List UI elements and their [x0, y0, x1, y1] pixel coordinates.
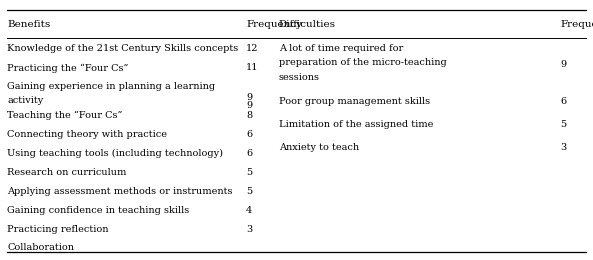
- Text: 5: 5: [560, 120, 566, 129]
- Text: sessions: sessions: [279, 73, 320, 82]
- Text: Knowledge of the 21st Century Skills concepts: Knowledge of the 21st Century Skills con…: [7, 44, 238, 53]
- Text: Benefits: Benefits: [7, 20, 50, 29]
- Text: Difficulties: Difficulties: [279, 20, 336, 29]
- Text: Gaining confidence in teaching skills: Gaining confidence in teaching skills: [7, 205, 189, 214]
- Text: Frequency: Frequency: [246, 20, 302, 29]
- Text: Teaching the “Four Cs”: Teaching the “Four Cs”: [7, 110, 123, 120]
- Text: 11: 11: [246, 63, 259, 72]
- Text: preparation of the micro-teaching: preparation of the micro-teaching: [279, 58, 447, 67]
- Text: 5: 5: [246, 167, 252, 177]
- Text: Limitation of the assigned time: Limitation of the assigned time: [279, 120, 433, 129]
- Text: 9: 9: [246, 93, 252, 102]
- Text: 12: 12: [246, 44, 259, 53]
- Text: Practicing reflection: Practicing reflection: [7, 224, 109, 233]
- Text: Using teaching tools (including technology): Using teaching tools (including technolo…: [7, 148, 223, 158]
- Text: 3: 3: [246, 224, 253, 233]
- Text: A lot of time required for: A lot of time required for: [279, 44, 403, 53]
- Text: 3: 3: [560, 143, 567, 152]
- Text: Frequency: Frequency: [560, 20, 593, 29]
- Text: 6: 6: [246, 148, 252, 158]
- Text: Practicing the “Four Cs”: Practicing the “Four Cs”: [7, 63, 129, 73]
- Text: Applying assessment methods or instruments: Applying assessment methods or instrumen…: [7, 186, 232, 196]
- Text: Collaboration: Collaboration: [7, 243, 74, 252]
- Text: 8: 8: [246, 110, 252, 120]
- Text: 4: 4: [246, 205, 253, 214]
- Text: 6: 6: [246, 129, 252, 139]
- Text: Connecting theory with practice: Connecting theory with practice: [7, 129, 167, 139]
- Text: 5: 5: [246, 186, 252, 196]
- Text: Gaining experience in planning a learning: Gaining experience in planning a learnin…: [7, 82, 215, 91]
- Text: Anxiety to teach: Anxiety to teach: [279, 143, 359, 152]
- Text: Poor group management skills: Poor group management skills: [279, 97, 430, 106]
- Text: 9: 9: [246, 101, 252, 110]
- Text: 9: 9: [560, 60, 566, 69]
- Text: activity: activity: [7, 96, 43, 105]
- Text: 6: 6: [560, 97, 566, 106]
- Text: Research on curriculum: Research on curriculum: [7, 167, 126, 177]
